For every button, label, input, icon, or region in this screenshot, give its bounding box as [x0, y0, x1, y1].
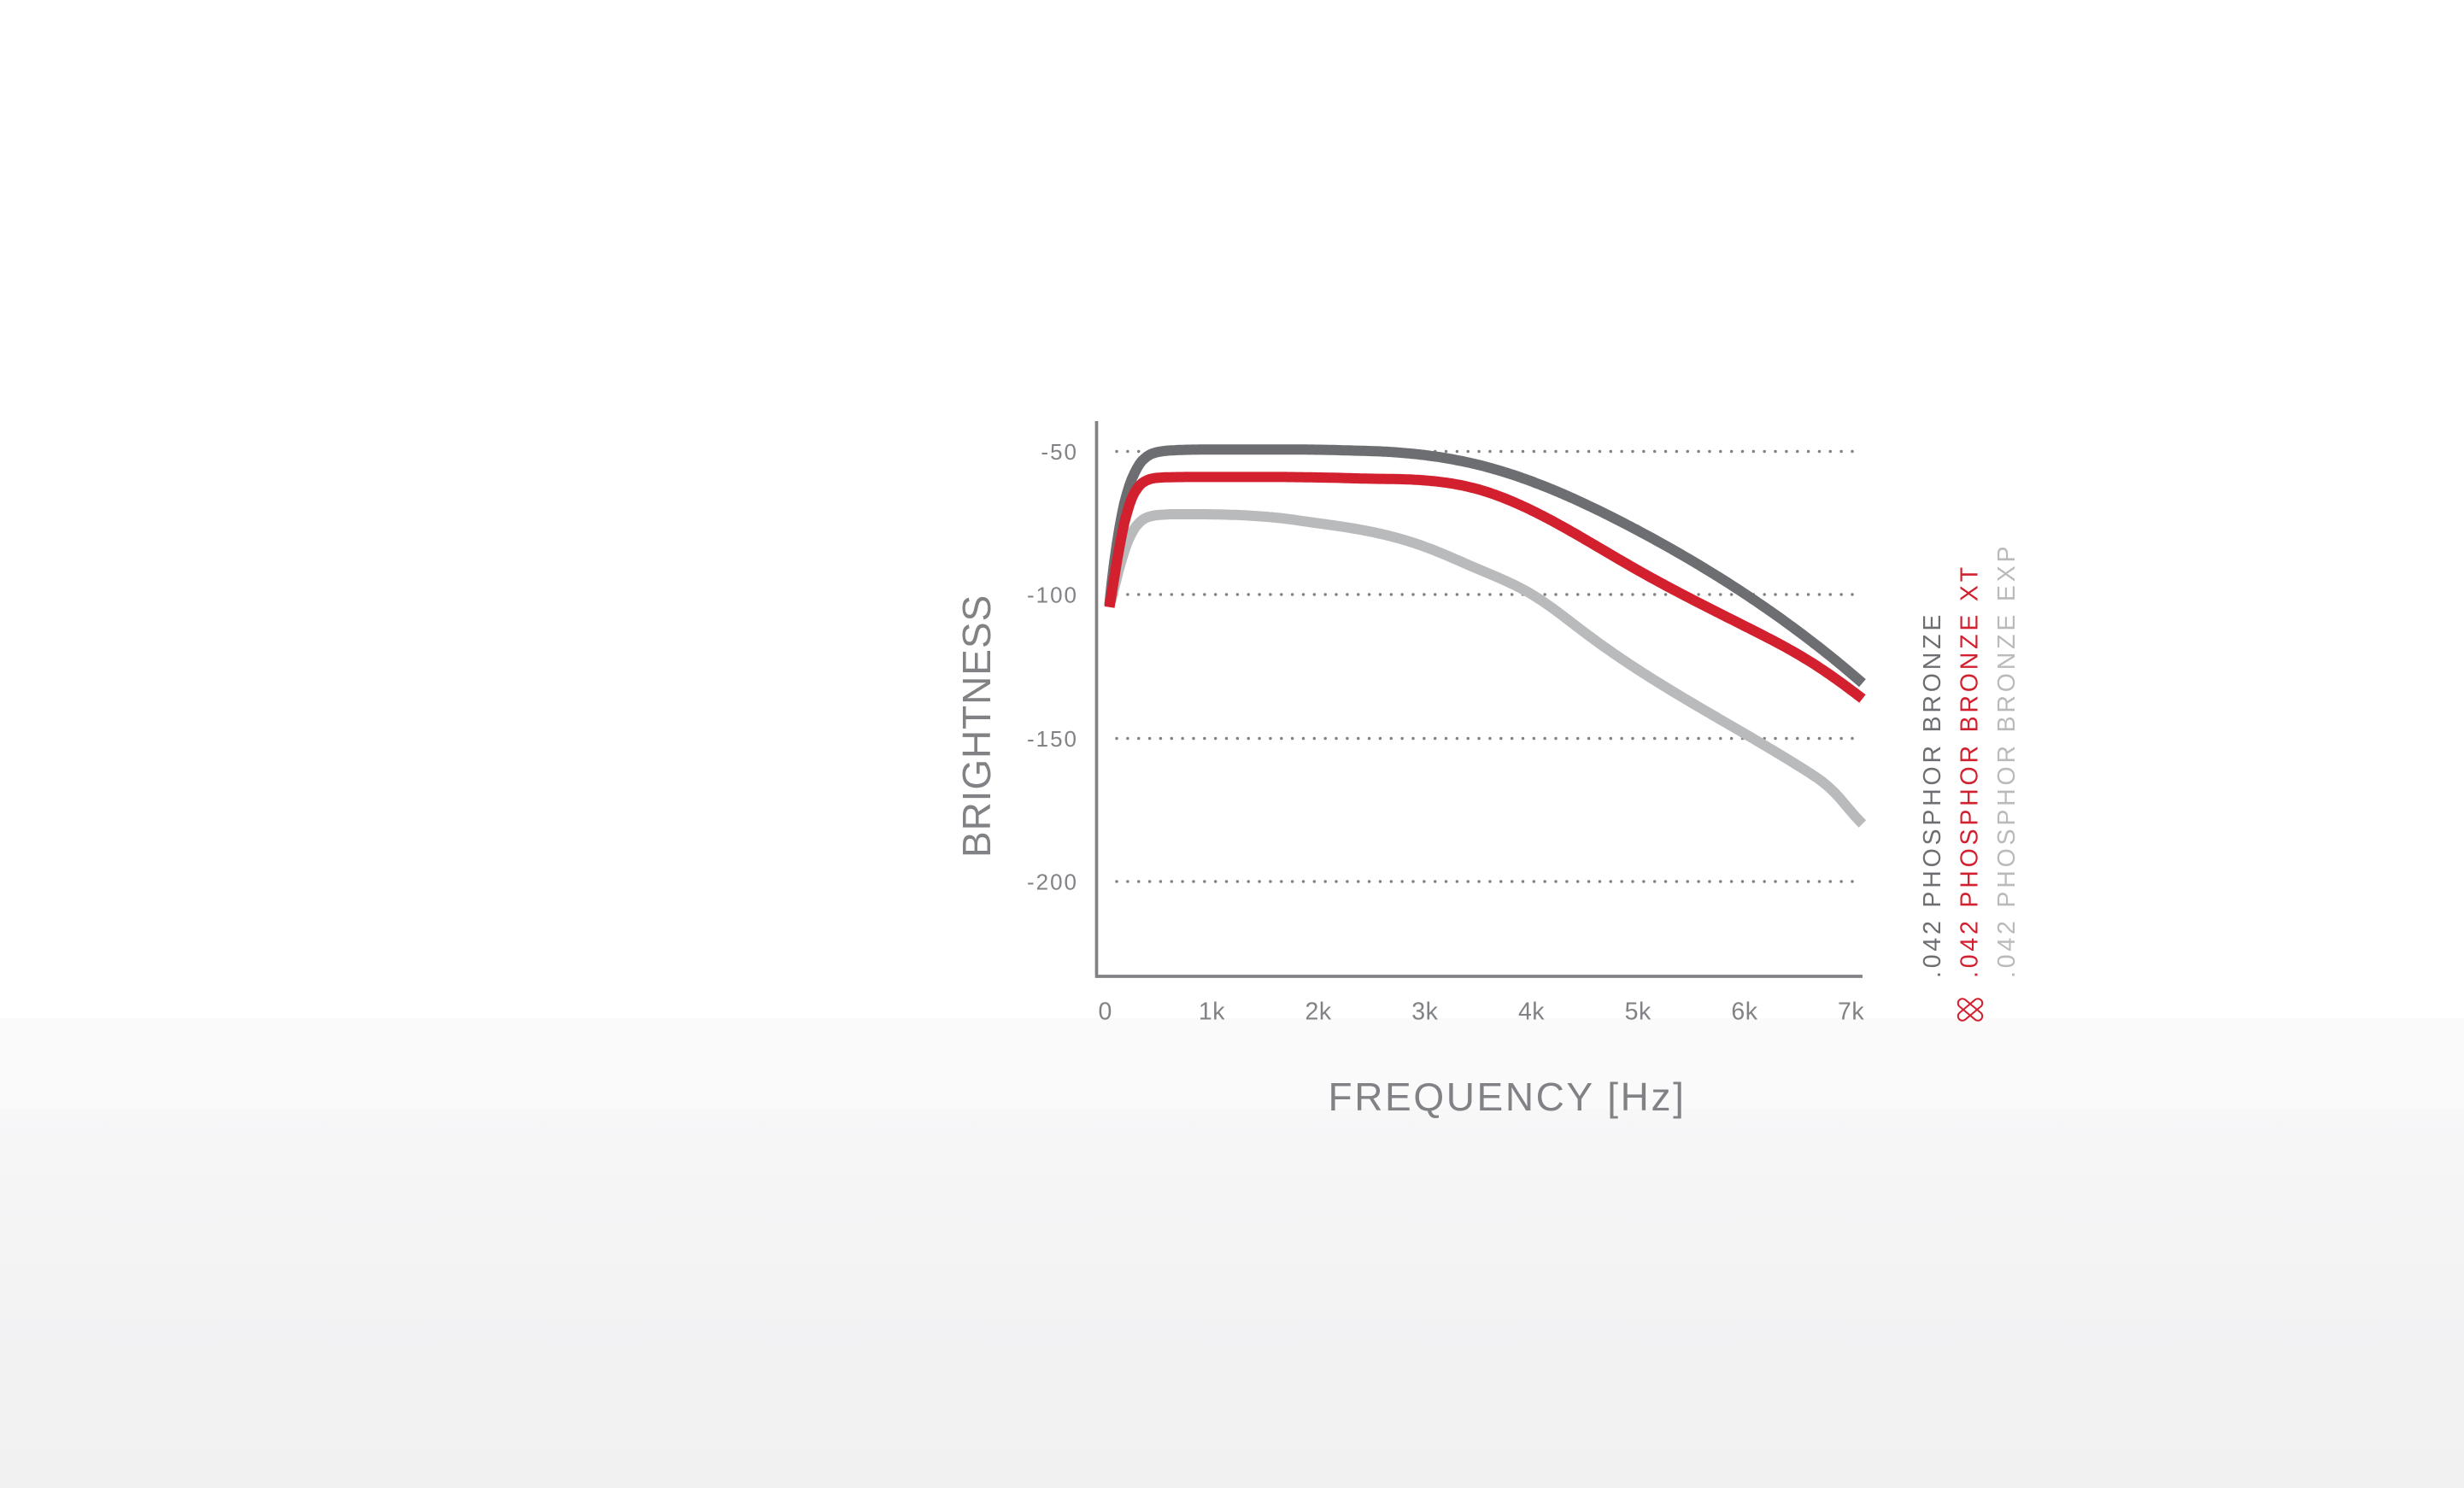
svg-text:3k: 3k: [1411, 999, 1438, 1026]
svg-text:5k: 5k: [1625, 999, 1651, 1026]
svg-text:6k: 6k: [1731, 999, 1757, 1026]
svg-text:-200: -200: [1027, 870, 1078, 895]
svg-text:2k: 2k: [1305, 999, 1332, 1026]
svg-text:4k: 4k: [1518, 999, 1545, 1026]
svg-text:-100: -100: [1027, 583, 1078, 608]
svg-text:7k: 7k: [1838, 999, 1864, 1026]
svg-text:-150: -150: [1027, 726, 1078, 752]
svg-text:-50: -50: [1041, 439, 1078, 465]
svg-text:1k: 1k: [1199, 999, 1225, 1026]
svg-text:0: 0: [1099, 999, 1112, 1026]
svg-text:.042 PHOSPHOR BRONZE EXP: .042 PHOSPHOR BRONZE EXP: [1993, 543, 2021, 978]
svg-text:FREQUENCY [Hz]: FREQUENCY [Hz]: [1329, 1075, 1687, 1119]
svg-text:BRIGHTNESS: BRIGHTNESS: [954, 595, 999, 858]
svg-text:.042 PHOSPHOR BRONZE XT: .042 PHOSPHOR BRONZE XT: [1957, 564, 1984, 978]
svg-text:.042 PHOSPHOR BRONZE: .042 PHOSPHOR BRONZE: [1919, 612, 1946, 978]
